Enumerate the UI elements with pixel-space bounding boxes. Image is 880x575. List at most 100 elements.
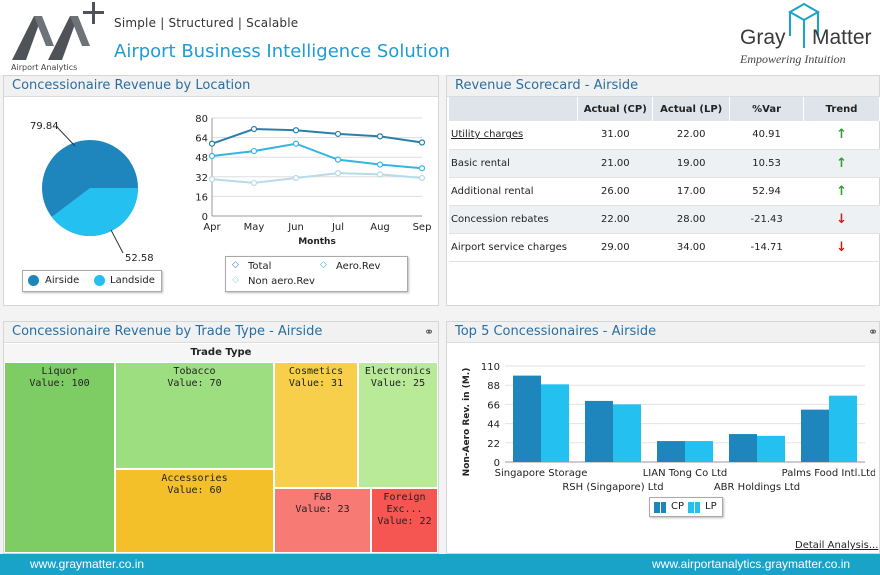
y-axis-label: Non-Aero Rev. in (M.) (462, 368, 472, 477)
treemap-cell-tobacco[interactable]: Tobacco Value: 70 (115, 362, 274, 469)
link-icon[interactable]: ⚭ (424, 325, 435, 339)
scorecard-header: Trend (803, 97, 880, 121)
value-prefix: Value: (370, 378, 408, 389)
data-point (418, 139, 426, 146)
data-point (334, 130, 342, 138)
value-prefix: Value: (167, 485, 204, 496)
cell-var: 40.91 (729, 121, 804, 150)
x-tick-label: Palms Food Intl.Ltd (782, 468, 875, 479)
data-point (376, 171, 384, 178)
cell-value: 100 (71, 378, 90, 389)
utility-charges-link[interactable]: Utility charges (449, 121, 578, 150)
value-prefix: Value: (377, 516, 414, 527)
cell-cp: 29.00 (577, 233, 653, 262)
non-aero-series-icon: ◇ (232, 275, 239, 285)
series-line (211, 142, 423, 170)
tagline: Simple | Structured | Scalable (114, 16, 299, 30)
trend-down-icon: ↓ (803, 205, 880, 234)
trend-up-icon: ↑ (803, 177, 880, 206)
cell-lp: 28.00 (652, 205, 730, 234)
link-icon[interactable]: ⚭ (868, 325, 879, 339)
cell-value: 31 (331, 378, 344, 389)
legend-aero[interactable]: Aero.Rev (336, 261, 381, 272)
pie-label-landside: 52.58 (125, 253, 154, 264)
data-point (376, 161, 384, 168)
treemap-cell-electronics[interactable]: Electronics Value: 25 (358, 362, 438, 488)
legend-airside[interactable]: Airside (45, 275, 80, 286)
cell-name: Accessories (161, 473, 228, 484)
scorecard-header: %Var (729, 97, 805, 121)
bar (729, 434, 757, 462)
bar (585, 400, 613, 462)
data-point (208, 176, 216, 183)
total-series-icon: ◇ (232, 260, 239, 270)
y-tick-label: 64 (195, 134, 208, 145)
data-point (208, 152, 216, 160)
y-tick-label: 32 (195, 173, 208, 184)
airside-legend-icon (28, 275, 39, 286)
top-concessionaires-bar-chart: 0 22 44 66 88 110 Non-Aero Rev. in (M.) Singapo… (462, 362, 875, 493)
cell-lp: 34.00 (652, 233, 730, 262)
treemap-cell-foreign-exchange[interactable]: Foreign Exc... Value: 22 (371, 488, 438, 553)
row-label: Concession rebates (449, 205, 578, 234)
cell-value: 70 (209, 378, 222, 389)
partner-subtitle: Empowering Intuition (740, 52, 846, 66)
pie-label-airside: 79.84 (30, 121, 59, 132)
pie-slice-landside[interactable] (51, 188, 138, 236)
page-title: Airport Business Intelligence Solution (114, 41, 451, 62)
scorecard-row: Utility charges 31.00 22.00 40.91 ↑ (449, 121, 880, 150)
cell-name: Tobacco (173, 366, 216, 377)
treemap-cell-cosmetics[interactable]: Cosmetics Value: 31 (274, 362, 358, 488)
data-point (418, 174, 426, 182)
data-point (292, 127, 300, 134)
cube-icon (787, 2, 821, 48)
footer-link-left[interactable]: www.graymatter.co.in (30, 557, 145, 571)
x-tick-label: ABR Holdings Ltd (714, 482, 800, 493)
bar (801, 409, 829, 462)
treemap-cell-accessories[interactable]: Accessories Value: 60 (115, 469, 274, 553)
scorecard-row: Additional rental 26.00 17.00 52.94 ↑ (449, 177, 880, 206)
detail-analysis-link[interactable]: Detail Analysis... (795, 540, 879, 551)
bar (613, 404, 641, 462)
partner-name-matter: Matter (812, 26, 872, 49)
legend-lp[interactable]: LP (705, 501, 717, 512)
y-tick-label: 44 (487, 420, 500, 431)
y-tick-label: 80 (195, 114, 208, 125)
row-label: Airport service charges (449, 233, 578, 262)
treemap-cell-liquor[interactable]: Liquor Value: 100 (4, 362, 115, 553)
value-prefix: Value: (295, 504, 332, 515)
data-point (250, 179, 258, 187)
logo-caption: Airport Analytics (11, 63, 78, 72)
data-point (334, 156, 342, 163)
x-tick-label: Jun (287, 222, 304, 233)
legend-cp[interactable]: CP (671, 501, 685, 512)
x-tick-label: RSH (Singapore) Ltd (562, 482, 663, 493)
cell-value: 25 (413, 378, 426, 389)
treemap-header: Trade Type (4, 344, 438, 362)
bar-chart-legend: CP LP (649, 497, 723, 517)
value-prefix: Value: (29, 378, 66, 389)
footer-link-right[interactable]: www.airportanalytics.graymatter.co.in (652, 557, 851, 571)
cell-cp: 26.00 (577, 177, 653, 206)
series-line (211, 128, 423, 145)
landside-legend-icon (94, 275, 105, 286)
data-point (208, 140, 216, 147)
cell-name: Liquor (41, 366, 78, 377)
y-tick-label: 22 (487, 439, 500, 450)
legend-total[interactable]: Total (248, 261, 272, 272)
value-prefix: Value: (288, 378, 326, 389)
x-tick-label: Sep (413, 222, 432, 233)
legend-landside[interactable]: Landside (110, 275, 155, 286)
scorecard-header: Actual (LP) (652, 97, 731, 121)
scorecard-header-row: Actual (CP) Actual (LP) %Var Trend (449, 97, 880, 121)
bar (829, 395, 857, 462)
cell-lp: 17.00 (652, 177, 730, 206)
legend-non-aero[interactable]: Non aero.Rev (248, 276, 315, 287)
x-tick-label: Aug (370, 222, 390, 233)
aero-series-icon: ◇ (320, 260, 327, 270)
cell-name: Cosmetics (288, 366, 344, 377)
x-tick-label: Jul (331, 222, 344, 233)
treemap-cell-fb[interactable]: F&B Value: 23 (274, 488, 371, 553)
x-tick-label: May (244, 222, 265, 233)
cell-cp: 21.00 (577, 149, 653, 178)
